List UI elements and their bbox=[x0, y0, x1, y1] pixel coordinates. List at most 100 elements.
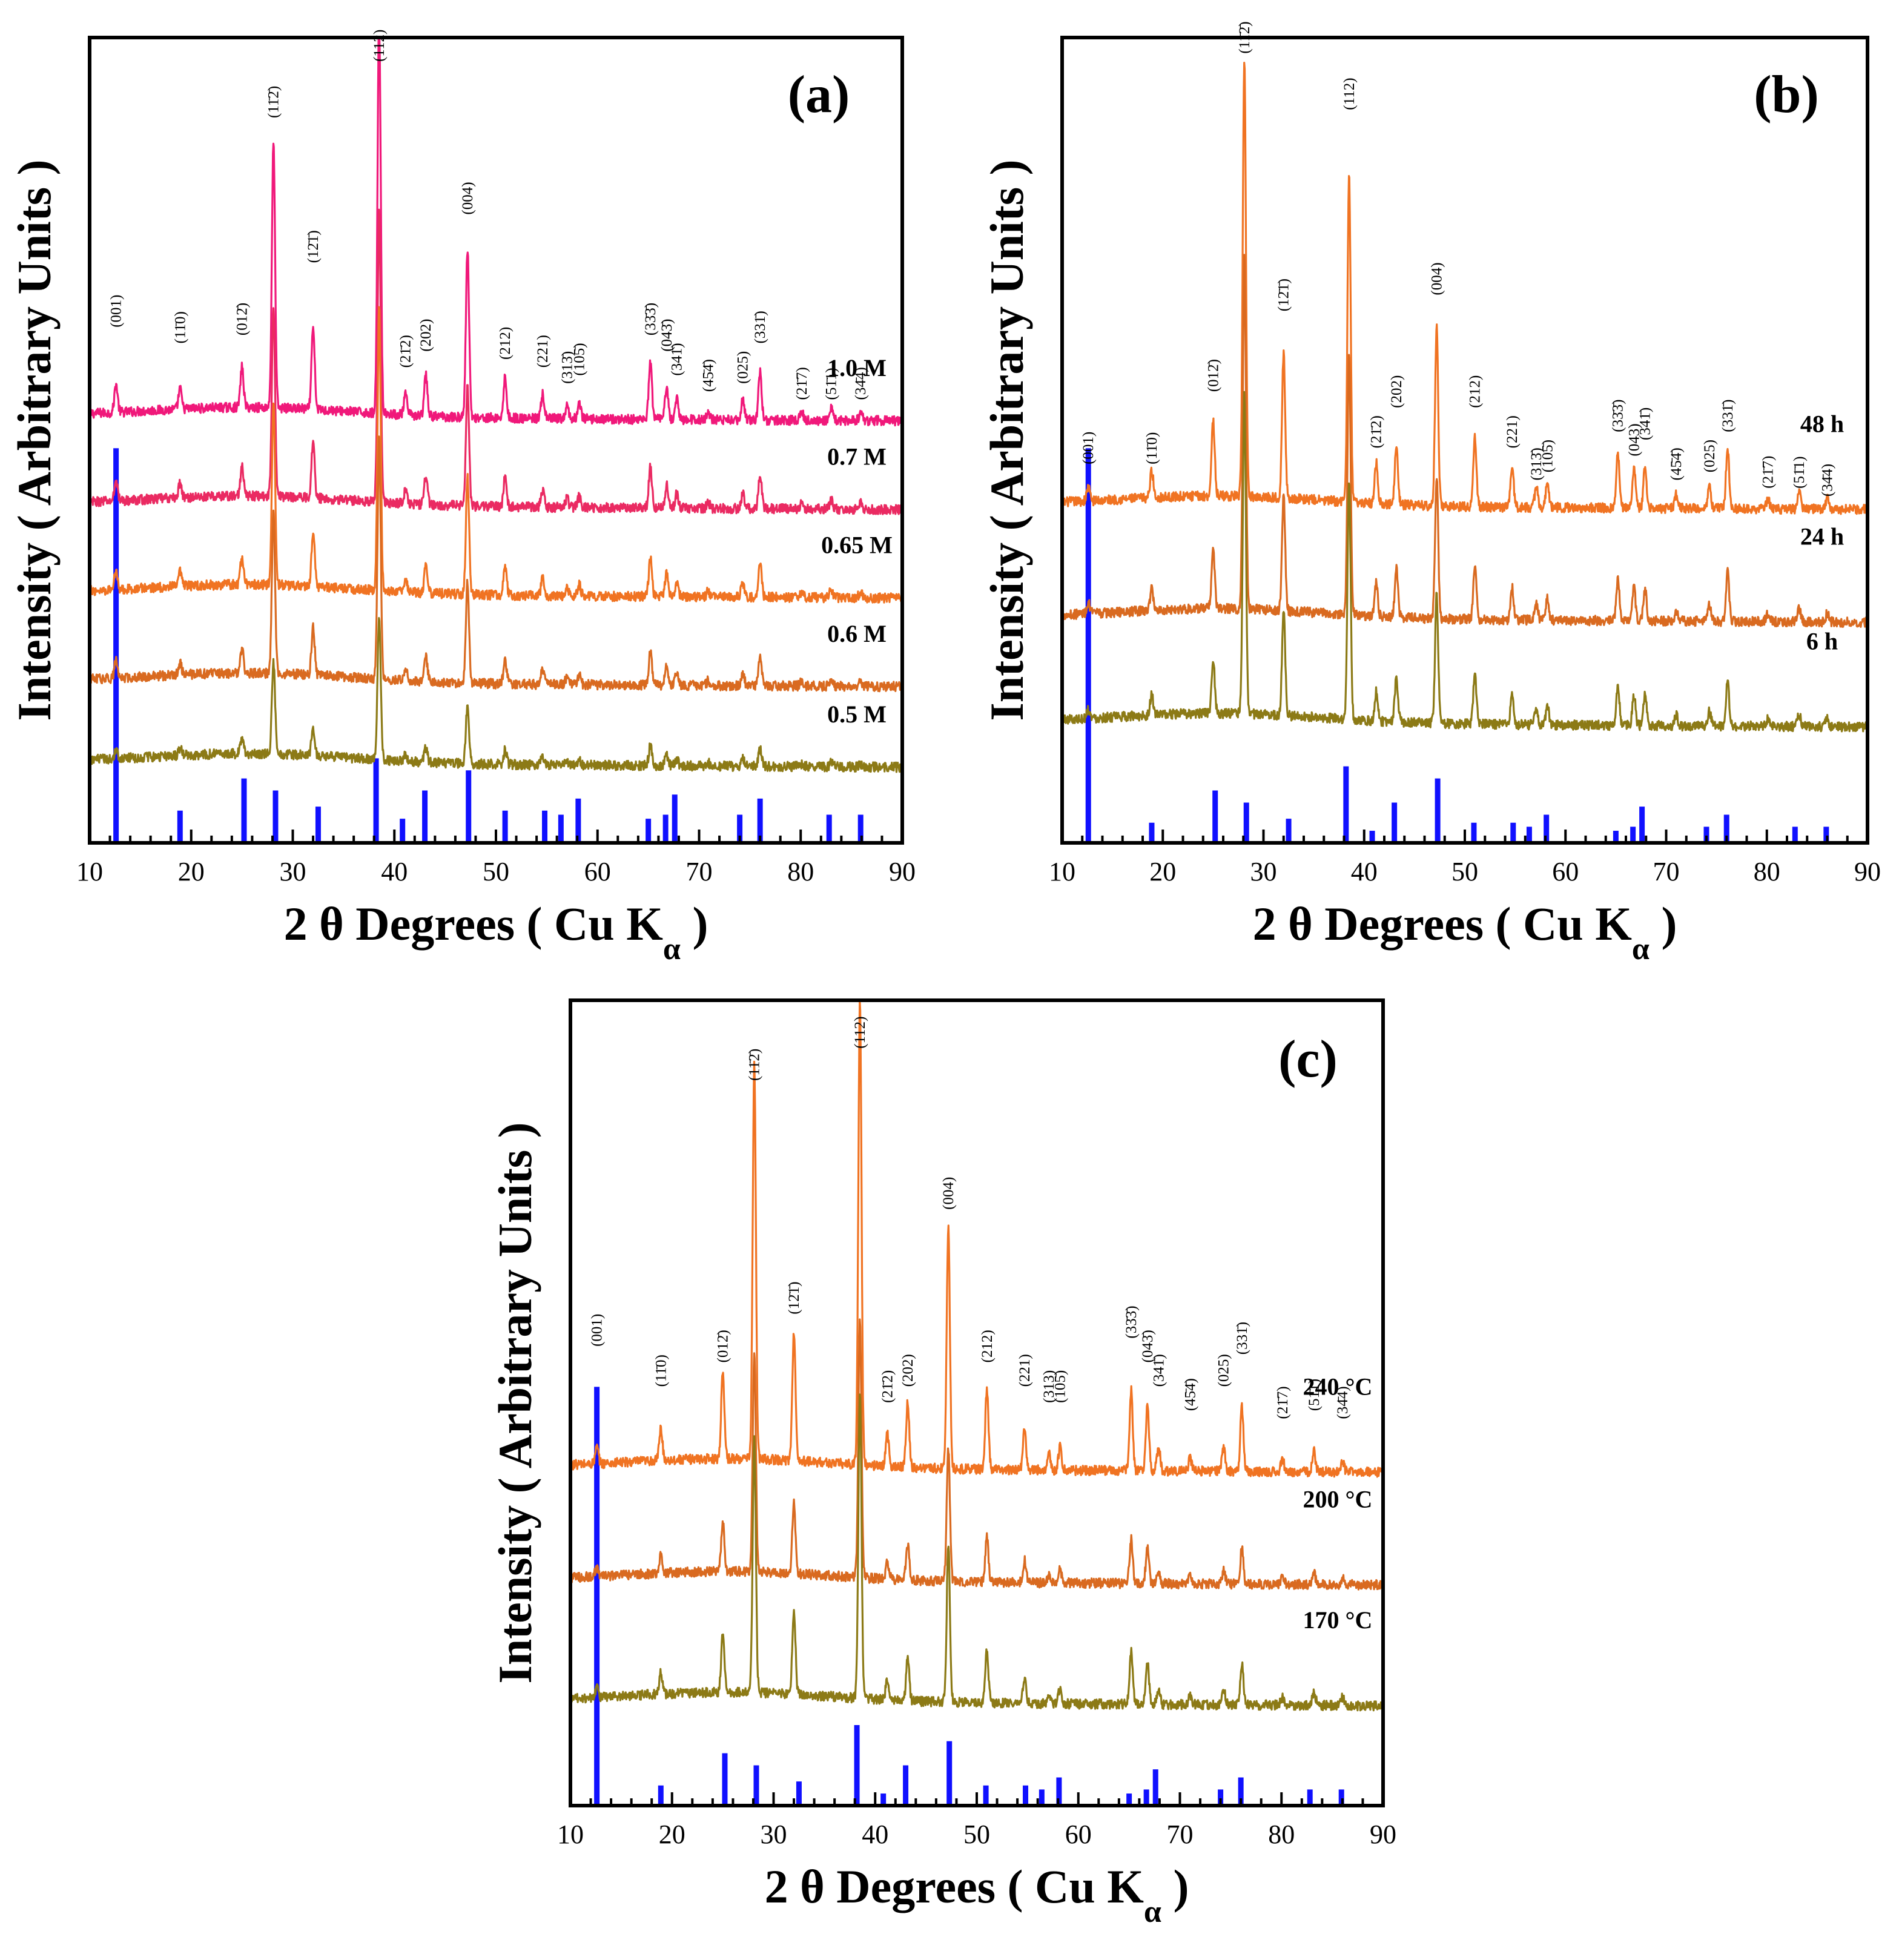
series-trace-0 bbox=[569, 999, 1384, 1478]
hkl-label: (341̄) bbox=[669, 343, 685, 375]
hkl-label: (221) bbox=[1504, 415, 1521, 448]
hkl-label: (331̄) bbox=[752, 311, 768, 343]
x-tick-label: 60 bbox=[584, 857, 611, 886]
x-tick-label: 10 bbox=[557, 1820, 584, 1849]
hkl-label: (112) bbox=[371, 30, 388, 62]
hkl-label: (11̄2̄) bbox=[266, 86, 282, 118]
series-trace-0 bbox=[88, 36, 903, 427]
panel-title: (c) bbox=[1278, 1030, 1338, 1089]
hkl-label: (105̄) bbox=[1052, 1370, 1069, 1403]
hkl-label: (341̄) bbox=[1637, 408, 1654, 440]
hkl-label: (012̄) bbox=[715, 1330, 732, 1362]
x-tick-label: 60 bbox=[1065, 1820, 1092, 1849]
x-axis-label-main: 2 θ Degrees ( Cu K bbox=[1253, 897, 1633, 950]
hkl-label: (001) bbox=[589, 1314, 606, 1347]
x-axis-label-close: ) bbox=[681, 897, 708, 950]
hkl-label: (21̄7) bbox=[1275, 1386, 1291, 1419]
series-label: 0.5 M bbox=[827, 701, 887, 728]
x-tick-label: 40 bbox=[862, 1820, 888, 1849]
hkl-label: (34̄4) bbox=[1335, 1386, 1351, 1419]
hkl-label: (202) bbox=[1389, 375, 1405, 408]
hkl-label: (004) bbox=[460, 182, 476, 214]
hkl-label: (34̄4) bbox=[1820, 464, 1836, 497]
hkl-label: (105̄) bbox=[1539, 440, 1556, 472]
x-tick-label: 30 bbox=[761, 1820, 787, 1849]
hkl-label: (11̄0) bbox=[1144, 432, 1160, 464]
series-trace-0 bbox=[1061, 62, 1868, 515]
hkl-label: (105̄) bbox=[572, 343, 588, 375]
hkl-label: (043) bbox=[1626, 423, 1642, 456]
hkl-label: (001) bbox=[108, 295, 125, 328]
hkl-label: (51̄1) bbox=[824, 368, 840, 400]
x-axis-label-sub: α bbox=[663, 932, 681, 966]
x-tick-label: 40 bbox=[381, 857, 408, 886]
hkl-label: (11̄0) bbox=[653, 1355, 669, 1387]
hkl-label: (21̄2) bbox=[398, 335, 414, 368]
x-axis-label-sub: α bbox=[1632, 932, 1650, 966]
hkl-label: (012̄) bbox=[1205, 359, 1221, 392]
panel-title: (a) bbox=[788, 65, 850, 124]
hkl-label: (51̄1) bbox=[1791, 457, 1808, 489]
series-label: 6 h bbox=[1806, 628, 1838, 655]
x-tick-label: 20 bbox=[659, 1820, 685, 1849]
x-axis-label: 2 θ Degrees ( Cu Kα ) bbox=[284, 897, 708, 966]
x-tick-label: 10 bbox=[76, 857, 103, 886]
x-tick-label: 70 bbox=[686, 857, 713, 886]
panel-c: 240 °C 200 °C 170 °C (001) (11̄0) (012̄) (11̄2… bbox=[489, 998, 1396, 1929]
hkl-label: (313̄) bbox=[1528, 447, 1545, 480]
hkl-label: (11̄0) bbox=[172, 311, 188, 343]
hkl-label: (51̄1) bbox=[1306, 1379, 1323, 1411]
hkl-label: (33̄3̄) bbox=[1610, 400, 1627, 432]
x-tick-label: 90 bbox=[1370, 1820, 1396, 1849]
series-label: 0.7 M bbox=[827, 443, 887, 470]
hkl-label: (221) bbox=[1017, 1354, 1033, 1387]
x-tick-label: 50 bbox=[963, 1820, 990, 1849]
x-tick-label: 60 bbox=[1552, 857, 1579, 886]
hkl-label: (341̄) bbox=[1151, 1354, 1167, 1387]
series-label: 240 °C bbox=[1303, 1373, 1373, 1400]
hkl-label: (004) bbox=[1428, 262, 1445, 295]
series-label: 200 °C bbox=[1303, 1486, 1373, 1513]
hkl-label: (33̄3̄) bbox=[642, 303, 659, 335]
hkl-label: (043̄) bbox=[659, 319, 675, 352]
hkl-label: (025) bbox=[1702, 440, 1718, 472]
x-axis-label: 2 θ Degrees ( Cu Kα ) bbox=[765, 1860, 1189, 1929]
x-tick-label: 20 bbox=[178, 857, 205, 886]
hkl-label: (21̄7) bbox=[1760, 456, 1776, 489]
panel-b: 48 h24 h6 h(001) (11̄0)(012̄)(11̄2̄)(12̄1… bbox=[980, 21, 1881, 966]
hkl-label: (313) bbox=[1041, 1370, 1057, 1403]
x-tick-label: 80 bbox=[1268, 1820, 1295, 1849]
x-tick-label: 30 bbox=[280, 857, 306, 886]
panel-title: (b) bbox=[1754, 65, 1819, 124]
hkl-label: (45̄4̄) bbox=[1182, 1378, 1198, 1411]
series-trace-1 bbox=[88, 208, 903, 515]
series-trace-1 bbox=[569, 1318, 1384, 1591]
x-tick-label: 40 bbox=[1351, 857, 1378, 886]
hkl-label: (12̄1̄) bbox=[1276, 279, 1292, 311]
series-label: 170 °C bbox=[1303, 1606, 1373, 1634]
series-trace-1 bbox=[1061, 254, 1868, 628]
hkl-label: (001) bbox=[1080, 432, 1097, 464]
series-label: 1.0 M bbox=[827, 354, 887, 381]
x-tick-label: 50 bbox=[483, 857, 509, 886]
hkl-label: (34̄4) bbox=[853, 367, 869, 400]
x-tick-label: 30 bbox=[1250, 857, 1277, 886]
series-label: 0.65 M bbox=[821, 532, 893, 559]
hkl-label: (212) bbox=[1467, 375, 1484, 408]
hkl-label: (212) bbox=[497, 327, 514, 360]
y-axis-label: Intensity ( Arbitrary Units ) bbox=[489, 1122, 541, 1683]
hkl-label: (331̄) bbox=[1234, 1322, 1250, 1355]
hkl-label: (112) bbox=[852, 1017, 868, 1049]
series-trace-2 bbox=[88, 306, 903, 604]
x-tick-label: 90 bbox=[889, 857, 916, 886]
x-tick-label: 50 bbox=[1451, 857, 1478, 886]
hkl-label: (025) bbox=[735, 351, 751, 384]
hkl-label: (025) bbox=[1216, 1354, 1232, 1387]
hkl-label: (313̄) bbox=[559, 351, 575, 384]
hkl-label: (043̄) bbox=[1140, 1330, 1156, 1362]
hkl-label: (004) bbox=[940, 1177, 957, 1210]
x-tick-label: 20 bbox=[1149, 857, 1176, 886]
y-axis-label: Intensity ( Arbitrary Units ) bbox=[8, 159, 61, 721]
x-tick-label: 70 bbox=[1653, 857, 1680, 886]
